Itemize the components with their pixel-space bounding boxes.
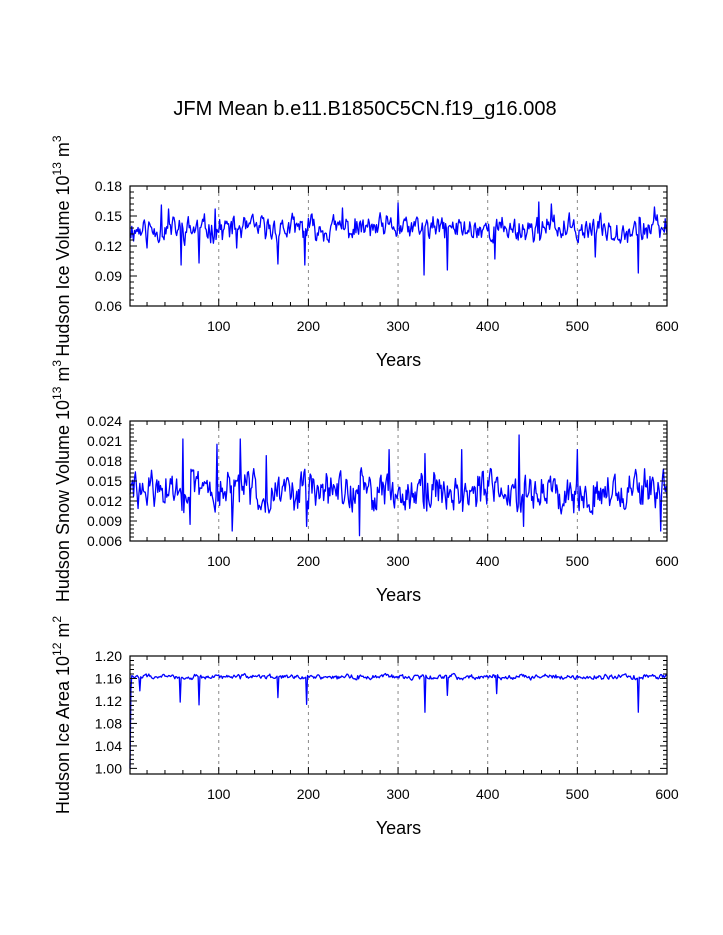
y-axis-title-part: m (53, 623, 73, 643)
x-axis-title: Years (376, 585, 421, 605)
y-tick-label: 0.021 (87, 433, 122, 449)
y-tick-label: 0.18 (95, 178, 122, 194)
y-tick-label: 0.006 (87, 533, 122, 549)
y-axis-title: Hudson Snow Volume 1013 m3 (50, 360, 73, 603)
x-tick-label: 100 (207, 553, 231, 569)
y-axis-title-superscript: 3 (50, 135, 64, 142)
y-axis-title-superscript: 2 (50, 616, 64, 623)
y-tick-label: 1.16 (95, 670, 122, 686)
x-tick-label: 300 (386, 786, 410, 802)
x-tick-label: 400 (476, 318, 500, 334)
x-axis-title: Years (376, 350, 421, 370)
y-axis-title-superscript: 13 (50, 386, 64, 400)
y-axis-title-part: m (53, 142, 73, 162)
y-tick-label: 1.08 (95, 715, 122, 731)
y-tick-label: 0.09 (95, 268, 122, 284)
x-tick-label: 300 (386, 318, 410, 334)
x-tick-label: 600 (655, 553, 679, 569)
y-axis-title: Hudson Ice Volume 1013 m3 (50, 135, 73, 356)
x-tick-label: 100 (207, 318, 231, 334)
x-tick-label: 600 (655, 786, 679, 802)
x-tick-label: 500 (566, 553, 590, 569)
y-tick-label: 0.009 (87, 513, 122, 529)
x-axis-title: Years (376, 818, 421, 838)
x-tick-label: 400 (476, 553, 500, 569)
y-tick-label: 0.12 (95, 238, 122, 254)
y-axis-title: Hudson Ice Area 1012 m2 (50, 616, 73, 814)
y-axis-title-part: Hudson Snow Volume 10 (53, 400, 73, 602)
y-tick-label: 0.012 (87, 493, 122, 509)
y-tick-label: 0.018 (87, 453, 122, 469)
plot-frame (129, 420, 668, 542)
series-line-snow_volume (129, 434, 668, 537)
x-tick-label: 500 (566, 318, 590, 334)
y-axis-title-superscript: 13 (50, 162, 64, 176)
x-tick-label: 300 (386, 553, 410, 569)
x-tick-label: 200 (297, 553, 321, 569)
panel-2: 100 200 300 400 500 600 0.006 0.009 0.012 0.015 0.… (50, 360, 679, 605)
y-axis-title-part: Hudson Ice Area 10 (53, 656, 73, 814)
y-axis-title-part: Hudson Ice Volume 10 (53, 175, 73, 356)
x-tick-label: 200 (297, 318, 321, 334)
chart-title: JFM Mean b.e11.B1850C5CN.f19_g16.008 (173, 98, 556, 120)
panel-3: 100 200 300 400 500 600 1.00 1.04 1.08 1.12 1.16 1.… (50, 616, 679, 838)
y-tick-label: 1.04 (95, 738, 122, 754)
y-tick-label: 1.20 (95, 648, 122, 664)
y-tick-label: 0.015 (87, 473, 122, 489)
y-tick-label: 1.12 (95, 693, 122, 709)
y-tick-label: 0.024 (87, 413, 122, 429)
panel-1: 100 200 300 400 500 600 0.06 0.09 0.12 0.15 0.18 Ye… (50, 135, 679, 370)
y-axis-title-superscript: 3 (50, 360, 64, 367)
series-line-ice_area (129, 672, 668, 769)
x-tick-label: 500 (566, 786, 590, 802)
y-tick-label: 0.15 (95, 208, 122, 224)
y-axis-title-superscript: 12 (50, 642, 64, 656)
y-axis-title-part: m (53, 367, 73, 387)
x-tick-label: 200 (297, 786, 321, 802)
x-tick-label: 400 (476, 786, 500, 802)
y-tick-label: 1.00 (95, 760, 122, 776)
x-tick-label: 600 (655, 318, 679, 334)
x-tick-label: 100 (207, 786, 231, 802)
y-tick-label: 0.06 (95, 298, 122, 314)
series-line-ice_volume (129, 201, 668, 276)
